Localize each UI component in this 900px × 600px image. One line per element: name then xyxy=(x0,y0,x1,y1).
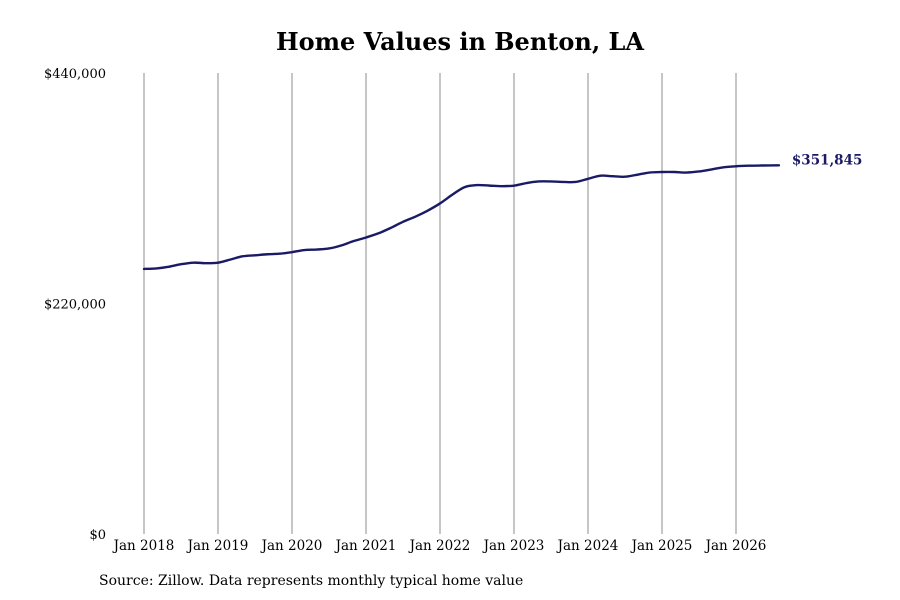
source-note: Source: Zillow. Data represents monthly … xyxy=(99,573,524,589)
chart-title: Home Values in Benton, LA xyxy=(275,27,645,56)
x-tick-label: Jan 2019 xyxy=(186,538,249,554)
series-group xyxy=(142,164,781,271)
series-line xyxy=(142,164,781,271)
x-tick-label: Jan 2020 xyxy=(260,538,323,554)
x-tick-label: Jan 2026 xyxy=(704,538,767,554)
y-tick-label: $0 xyxy=(89,528,106,543)
y-tick-label: $220,000 xyxy=(44,298,106,313)
x-tick-label: Jan 2025 xyxy=(630,538,693,554)
x-tick-label: Jan 2021 xyxy=(334,538,397,554)
x-axis-ticks: Jan 2018 Jan 2019 Jan 2020 Jan 2021 Jan 2022… xyxy=(112,538,767,554)
x-tick-label: Jan 2024 xyxy=(556,538,619,554)
end-label-group: $351,845 xyxy=(792,152,862,168)
gridlines xyxy=(143,73,737,534)
x-tick-label: Jan 2023 xyxy=(482,538,545,554)
y-tick-label: $440,000 xyxy=(44,67,106,82)
x-tick-label: Jan 2022 xyxy=(408,538,471,554)
end-value-label: $351,845 xyxy=(792,152,862,168)
x-tick-label: Jan 2018 xyxy=(112,538,175,554)
y-axis-ticks: $0 $220,000 $440,000 xyxy=(44,67,106,543)
